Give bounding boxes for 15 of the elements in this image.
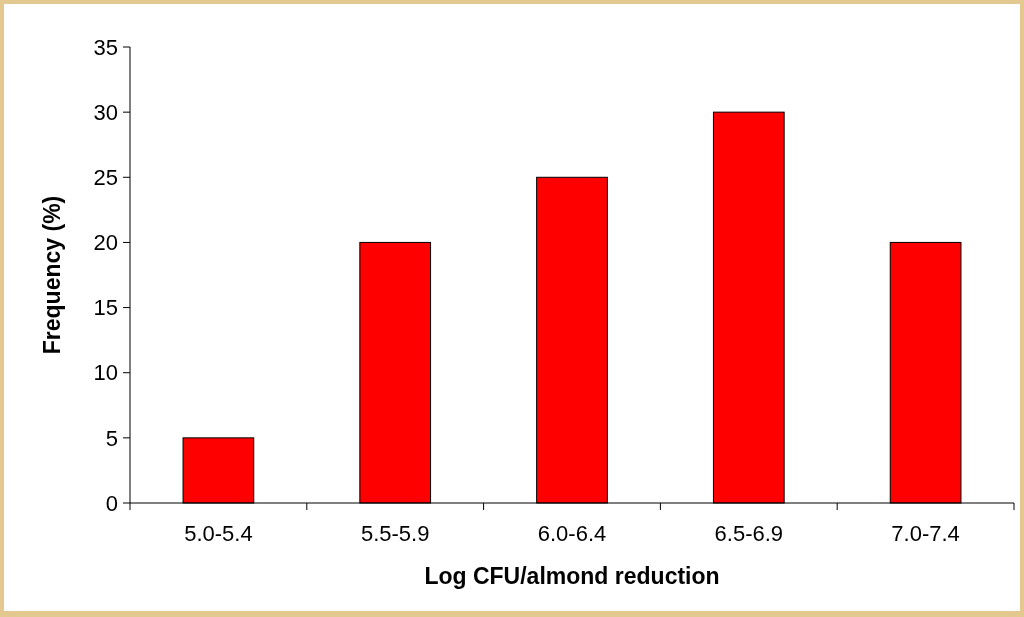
x-tick-label: 7.0-7.4 (891, 521, 960, 546)
x-tick-label: 5.0-5.4 (184, 521, 253, 546)
y-tick-label: 0 (105, 490, 118, 516)
y-tick-label: 25 (93, 164, 118, 190)
x-tick-label: 6.5-6.9 (714, 521, 784, 546)
y-tick-label: 15 (93, 295, 118, 321)
x-axis-title: Log CFU/almond reduction (424, 563, 720, 589)
y-tick-label: 30 (93, 99, 118, 125)
y-tick-label: 5 (105, 425, 118, 451)
x-tick-label: 6.0-6.4 (537, 521, 607, 546)
y-tick-label: 10 (93, 360, 118, 386)
y-axis-title: Frequency (%) (39, 195, 65, 355)
x-tick-label: 5.5-5.9 (360, 521, 430, 546)
y-tick-label: 35 (93, 34, 118, 60)
y-tick-label: 20 (93, 230, 118, 256)
